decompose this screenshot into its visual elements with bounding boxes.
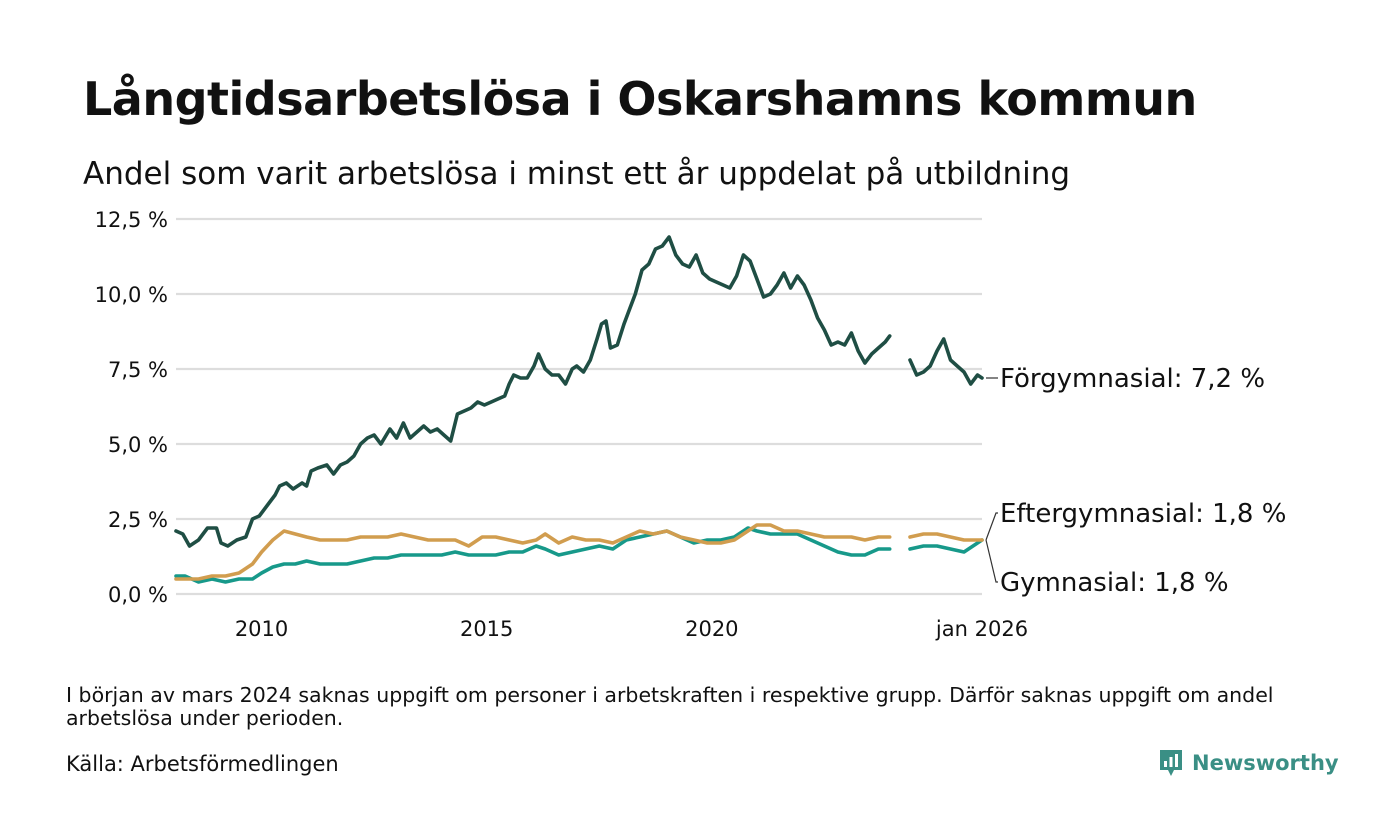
chart-subtitle: Andel som varit arbetslösa i minst ett å… [83, 156, 1071, 192]
series-line-gymnasial [908, 538, 984, 554]
series-end-labels: Förgymnasial: 7,2 % Eftergymnasial: 1,8 %… [985, 364, 1286, 598]
source-credit: Källa: Arbetsförmedlingen [66, 752, 339, 776]
y-tick-label: 2,5 % [108, 508, 168, 532]
y-tick-label: 0,0 % [108, 583, 168, 607]
series-line-eftergymnasial [174, 523, 892, 581]
newsworthy-brand[interactable]: Newsworthy [1158, 748, 1339, 778]
footnote: I början av mars 2024 saknas uppgift om … [66, 683, 1274, 730]
series-end-label: Eftergymnasial: 1,8 % [1000, 499, 1286, 529]
series-line-forgymnasial [174, 235, 892, 548]
series-line-gymnasial [174, 526, 892, 584]
y-axis-tick-labels: 0,0 % 2,5 % 5,0 % 7,5 % 10,0 % 12,5 % [95, 208, 168, 607]
x-tick-label: jan 2026 [935, 617, 1028, 641]
series-end-label: Gymnasial: 1,8 % [1000, 568, 1229, 598]
newsworthy-logo-icon [1160, 750, 1182, 776]
series-end-label: Förgymnasial: 7,2 % [1000, 364, 1265, 394]
x-tick-label: 2010 [235, 617, 288, 641]
x-axis-tick-labels: 2010 2015 2020 jan 2026 [235, 617, 1028, 641]
x-tick-label: 2020 [685, 617, 738, 641]
leader-line [985, 512, 998, 541]
chart-title: Långtidsarbetslösa i Oskarshamns kommun [83, 72, 1197, 126]
y-tick-label: 12,5 % [95, 208, 168, 232]
y-tick-label: 5,0 % [108, 433, 168, 457]
y-tick-label: 10,0 % [95, 283, 168, 307]
y-tick-label: 7,5 % [108, 358, 168, 382]
series-lines [174, 235, 984, 584]
brand-name: Newsworthy [1192, 751, 1339, 775]
leader-line [985, 539, 998, 583]
x-tick-label: 2015 [460, 617, 513, 641]
line-chart: 0,0 %2,5 %5,0 %7,5 %10,0 %12,5 % 2010 201… [95, 208, 1287, 641]
gridlines [176, 217, 982, 596]
series-line-eftergymnasial [908, 532, 984, 542]
series-line-forgymnasial [908, 337, 984, 386]
